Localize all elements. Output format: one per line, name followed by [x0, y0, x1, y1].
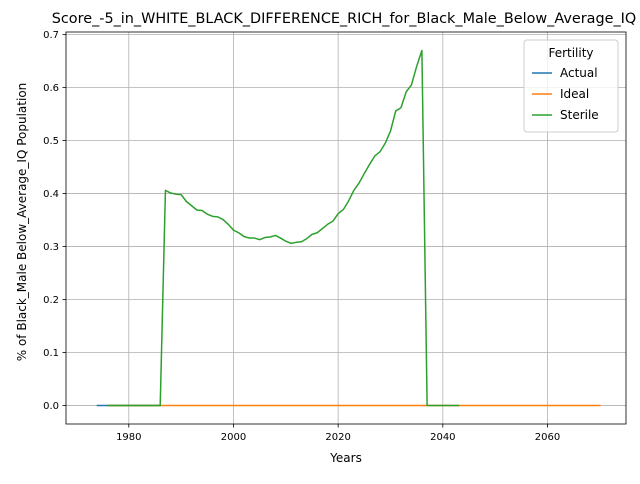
y-tick-label: 0.5	[43, 136, 59, 147]
legend-label-sterile: Sterile	[560, 108, 599, 122]
plot-frame	[65, 31, 627, 425]
legend-title: Fertility	[548, 46, 593, 60]
y-tick-label: 0.3	[43, 242, 59, 253]
y-tick-label: 0.4	[43, 189, 59, 200]
legend-label-actual: Actual	[560, 66, 598, 80]
axis-ticks: 1980 2000 2020 2040 2060 0.0 0.1 0.2 0.3 0.4 0.5 0.…	[43, 30, 560, 443]
legend: Fertility Actual Ideal Sterile	[523, 39, 619, 133]
legend-label-ideal: Ideal	[560, 87, 589, 101]
y-tick-label: 0.1	[43, 348, 59, 359]
series-line-sterile	[107, 49, 460, 407]
legend-box	[523, 39, 619, 133]
x-tick-label: 2060	[535, 432, 560, 443]
x-tick-label: 2040	[430, 432, 455, 443]
y-axis-label: % of Black_Male Below_Average_IQ Populat…	[15, 83, 29, 362]
series-lines	[96, 49, 601, 407]
y-tick-label: 0.7	[43, 30, 59, 41]
y-tick-label: 0.6	[43, 83, 59, 94]
x-tick-label: 1980	[116, 432, 141, 443]
x-axis-label: Years	[329, 451, 362, 465]
chart-title: Score_-5_in_WHITE_BLACK_DIFFERENCE_RICH_…	[52, 11, 636, 27]
x-tick-label: 2020	[325, 432, 350, 443]
y-tick-label: 0.2	[43, 295, 59, 306]
x-tick-label: 2000	[221, 432, 246, 443]
y-tick-label: 0.0	[43, 401, 59, 412]
